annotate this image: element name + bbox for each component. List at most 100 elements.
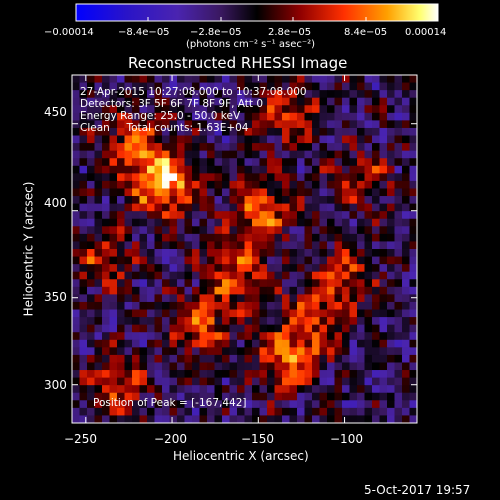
heatmap-cell <box>252 158 261 167</box>
heatmap-cell <box>342 249 351 258</box>
heatmap-cell <box>132 377 141 386</box>
heatmap-cell <box>267 407 276 417</box>
heatmap-cell <box>297 75 306 84</box>
heatmap-cell <box>162 158 171 167</box>
heatmap-cell <box>244 392 253 401</box>
heatmap-cell <box>334 112 343 121</box>
heatmap-cell <box>79 127 88 137</box>
heatmap-cell <box>379 218 388 227</box>
heatmap-cell <box>289 143 298 152</box>
heatmap-cell <box>402 127 411 137</box>
heatmap-cell <box>334 407 343 417</box>
heatmap-cell <box>387 354 396 364</box>
heatmap-cell <box>282 415 291 423</box>
heatmap-cell <box>139 203 148 212</box>
heatmap-cell <box>87 362 96 371</box>
heatmap-cell <box>147 385 156 394</box>
heatmap-cell <box>379 377 388 386</box>
heatmap-cell <box>237 218 246 227</box>
heatmap-cell <box>372 211 381 220</box>
heatmap-cell <box>357 301 366 311</box>
heatmap-cell <box>139 165 148 174</box>
heatmap-cell <box>169 218 178 227</box>
heatmap-cell <box>192 332 201 341</box>
heatmap-cell <box>124 324 133 333</box>
heatmap-cell <box>364 249 373 258</box>
heatmap-cell <box>304 203 313 212</box>
heatmap-cell <box>102 97 111 106</box>
heatmap-cell <box>334 211 343 220</box>
heatmap-cell <box>312 385 321 394</box>
heatmap-cell <box>117 339 126 348</box>
heatmap-cell <box>139 173 148 182</box>
heatmap-cell <box>402 407 411 417</box>
heatmap-cell <box>349 226 358 235</box>
heatmap-cell <box>387 127 396 137</box>
heatmap-cell <box>237 332 246 341</box>
heatmap-cell <box>282 226 291 235</box>
heatmap-cell <box>199 120 208 129</box>
heatmap-cell <box>252 339 261 348</box>
heatmap-cell <box>207 347 216 356</box>
heatmap-cell <box>297 407 306 417</box>
heatmap-cell <box>199 211 208 220</box>
heatmap-cell <box>394 385 403 394</box>
heatmap-cell <box>94 196 103 205</box>
heatmap-cell <box>259 339 268 348</box>
heatmap-cell <box>79 400 88 409</box>
heatmap-cell <box>267 317 276 326</box>
heatmap-cell <box>402 362 411 371</box>
heatmap-cell <box>327 279 336 288</box>
heatmap-cell <box>184 165 193 174</box>
heatmap-cell <box>379 286 388 295</box>
heatmap-cell <box>79 415 88 423</box>
heatmap-cell <box>124 407 133 417</box>
heatmap-cell <box>117 211 126 220</box>
heatmap-cell <box>184 112 193 121</box>
heatmap-cell <box>207 165 216 174</box>
heatmap-cell <box>379 241 388 250</box>
heatmap-cell <box>387 362 396 371</box>
heatmap-cell <box>237 75 246 84</box>
heatmap-cell <box>214 211 223 220</box>
heatmap-cell <box>72 203 81 212</box>
heatmap-cell <box>184 82 193 91</box>
heatmap-cell <box>147 203 156 212</box>
heatmap-cell <box>192 241 201 250</box>
heatmap-cell <box>274 271 283 280</box>
heatmap-cell <box>297 211 306 220</box>
heatmap-cell <box>117 150 126 159</box>
heatmap-cell <box>387 211 396 220</box>
heatmap-cell <box>387 188 396 197</box>
heatmap-cell <box>267 264 276 273</box>
heatmap-cell <box>244 324 253 333</box>
heatmap-cell <box>319 97 328 106</box>
heatmap-cell <box>289 377 298 386</box>
heatmap-cell <box>222 82 231 91</box>
heatmap-cell <box>199 271 208 280</box>
heatmap-cell <box>132 180 141 190</box>
heatmap-cell <box>199 165 208 174</box>
heatmap-cell <box>192 324 201 333</box>
heatmap-cell <box>252 203 261 212</box>
heatmap-cell <box>394 362 403 371</box>
heatmap-cell <box>139 233 148 243</box>
heatmap-cell <box>342 143 351 152</box>
heatmap-cell <box>162 294 171 303</box>
heatmap-cell <box>169 241 178 250</box>
heatmap-cell <box>109 347 118 356</box>
heatmap-cell <box>342 90 351 99</box>
heatmap-cell <box>192 392 201 401</box>
heatmap-cell <box>387 249 396 258</box>
heatmap-cell <box>192 135 201 144</box>
heatmap-cell <box>334 301 343 311</box>
heatmap-cell <box>72 332 81 341</box>
heatmap-cell <box>229 105 238 114</box>
heatmap-cell <box>379 347 388 356</box>
heatmap-cell <box>72 82 81 91</box>
heatmap-cell <box>402 324 411 333</box>
heatmap-cell <box>237 385 246 394</box>
heatmap-cell <box>282 317 291 326</box>
heatmap-cell <box>319 286 328 295</box>
heatmap-cell <box>237 309 246 318</box>
